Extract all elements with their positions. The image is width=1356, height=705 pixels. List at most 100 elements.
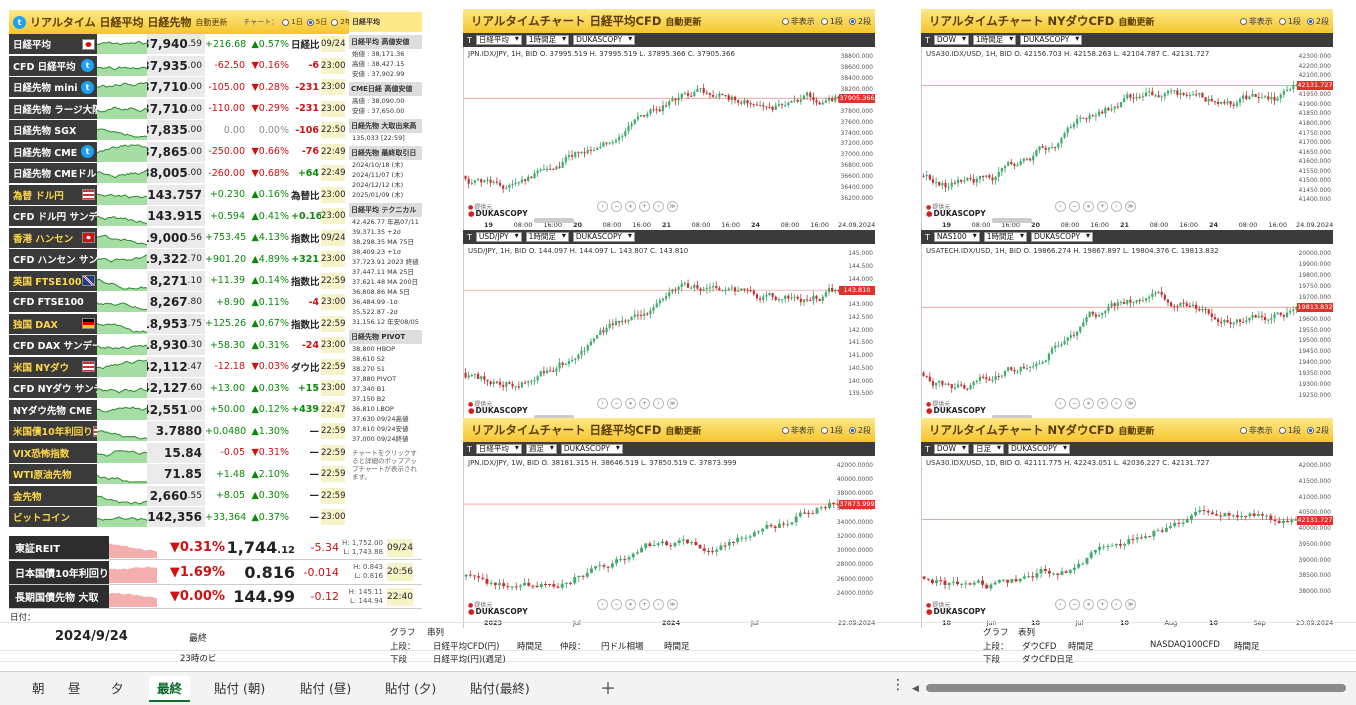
quote-name[interactable]: 英国 FTSE100 [9, 270, 97, 291]
quote-row[interactable]: 独国 DAX 18,953.75 +125.26 ▲0.67% 指数比 22:59 [9, 313, 349, 335]
quote-row[interactable]: 日経先物 CMEドル 38,005.00 -260.00 ▼0.68% +64 22:49 [9, 163, 349, 184]
chart-select[interactable]: USD/JPY [475, 232, 522, 242]
sparkline[interactable] [97, 485, 147, 506]
quote-row[interactable]: 香港 ハンセン 19,000.56 +753.45 ▲4.13% 指数比 09/24 [9, 227, 349, 249]
display-radio[interactable]: 2段 [848, 16, 871, 27]
candlestick-chart[interactable]: USA30.IDX/USD, 1H, BID O. 42156.703 H. 4… [921, 47, 1333, 230]
chart-scrollbar[interactable] [992, 415, 1032, 420]
bond-row[interactable]: 日本国債10年利回り ▼1.69% 0.816 -0.014 H: 0.843 L: 0.… [9, 560, 422, 585]
sparkline[interactable] [97, 421, 147, 441]
candlestick-chart[interactable]: USATECH.IDX/USD, 1H, BID O. 19866.274 H.… [921, 244, 1333, 427]
zoom-out-icon[interactable]: − [611, 599, 622, 610]
quote-row[interactable]: CFD ドル円 サンデー 143.915 +0.594 ▲0.41%+0.1623:0… [9, 206, 349, 227]
quote-row[interactable]: CFD FTSE100 8,267.80 +8.90 ▲0.11% -4 23:00 [9, 292, 349, 313]
quote-name[interactable]: CFD ハンセン サンデー [9, 249, 97, 269]
quote-row[interactable]: NYダウ先物 CME 42,551.00 +50.00 ▲0.12% +439 22:47 [9, 399, 349, 421]
sparkline[interactable] [97, 163, 147, 183]
pause-icon[interactable]: ⏸ [625, 599, 636, 610]
display-radio[interactable]: 1段 [820, 16, 843, 27]
chart-back-icon[interactable]: ‹ [597, 201, 608, 212]
chart-forward-icon[interactable]: › [1111, 599, 1122, 610]
quote-name[interactable]: 米国債10年利回り [9, 421, 97, 441]
chart-select[interactable]: DUKASCOPY [1031, 232, 1094, 242]
twitter-icon[interactable]: t [81, 145, 94, 158]
quote-row[interactable]: WTI原油先物 71.85 +1.48 ▲2.10% —22:59 [9, 464, 349, 485]
quote-row[interactable]: VIX恐怖指数 15.84 -0.05 ▼0.31% —22:59 [9, 442, 349, 464]
twitter-icon[interactable]: t [13, 15, 26, 29]
sparkline[interactable] [97, 464, 147, 484]
chart-back-icon[interactable]: ‹ [597, 599, 608, 610]
quote-name[interactable]: 独国 DAX [9, 313, 97, 334]
chart-end-icon[interactable]: ≫ [667, 599, 678, 610]
pause-icon[interactable]: ⏸ [1083, 398, 1094, 409]
chart-select[interactable]: DOW [933, 35, 969, 45]
quote-row[interactable]: CFD NYダウ サンデー 42,127.60 +13.00 ▲0.03% +1523:… [9, 378, 349, 399]
quote-name[interactable]: 日経平均 [9, 34, 97, 54]
quote-name[interactable]: 香港 ハンセン [9, 227, 97, 248]
chart-back-icon[interactable]: ‹ [1055, 599, 1066, 610]
chart-select[interactable]: DUKASCOPY [560, 444, 623, 454]
horizontal-scrollbar[interactable] [926, 684, 1346, 692]
chart-select[interactable]: DUKASCOPY [1008, 444, 1071, 454]
pause-icon[interactable]: ⏸ [1083, 599, 1094, 610]
chart-select[interactable]: DOW [933, 444, 969, 454]
quote-row[interactable]: 日経平均 37,940.59 +216.68 ▲0.57% 日経比 09/24 [9, 34, 349, 55]
sparkline[interactable] [97, 206, 147, 226]
chart-end-icon[interactable]: ≫ [667, 398, 678, 409]
chart-scrollbar[interactable] [992, 218, 1032, 223]
bond-row[interactable]: 東証REIT ▼0.31% 1,744.12 -5.34 H: 1,752.00 L: 1… [9, 536, 422, 560]
quote-name[interactable]: NYダウ先物 CME [9, 399, 97, 420]
range-radio-1d[interactable]: 1日 [282, 17, 303, 27]
pause-icon[interactable]: ⏸ [1083, 201, 1094, 212]
display-radio[interactable]: 2段 [1306, 16, 1329, 27]
more-options-icon[interactable]: ⋮ [891, 677, 905, 693]
quote-row[interactable]: CFD 日経平均 t 37,935.00 -62.50 ▼0.16% -6 23:00 [9, 55, 349, 77]
quote-row[interactable]: ビットコイン 9,142,356 +33,364 ▲0.37% —23:00 [9, 507, 349, 528]
zoom-in-icon[interactable]: + [1097, 201, 1108, 212]
quote-name[interactable]: VIX恐怖指数 [9, 442, 97, 463]
sparkline[interactable] [109, 585, 157, 608]
bond-row[interactable]: 長期国債先物 大取 ▼0.00% 144.99 -0.12 H: 145.11 L: 14… [9, 585, 422, 609]
pause-icon[interactable]: ⏸ [625, 398, 636, 409]
display-radio[interactable]: 非表示 [781, 425, 815, 436]
quote-row[interactable]: 日経先物 ラージ大阪 37,710.00 -110.00 ▼0.29% -231 23:0… [9, 98, 349, 120]
chart-back-icon[interactable]: ‹ [597, 398, 608, 409]
sparkline[interactable] [97, 442, 147, 463]
chart-back-icon[interactable]: ‹ [1055, 201, 1066, 212]
display-radio[interactable]: 非表示 [1239, 425, 1273, 436]
candlestick-chart[interactable]: JPN.IDX/JPY, 1W, BID O. 38181.315 H. 386… [463, 456, 875, 628]
quote-row[interactable]: 米国 NYダウ 42,112.47 -12.18 ▼0.03% ダウ比 22:59 [9, 356, 349, 378]
quote-name[interactable]: CFD DAX サンデー [9, 335, 97, 355]
display-radio[interactable]: 2段 [1306, 425, 1329, 436]
display-radio[interactable]: 非表示 [1239, 16, 1273, 27]
sheet-tab[interactable]: 貼付(最終) [470, 681, 530, 696]
zoom-in-icon[interactable]: + [639, 599, 650, 610]
quote-name[interactable]: ビットコイン [9, 507, 97, 527]
chart-end-icon[interactable]: ≫ [1125, 201, 1136, 212]
sparkline[interactable] [97, 335, 147, 355]
sheet-tab[interactable]: 昼 [68, 681, 81, 696]
display-radio[interactable]: 1段 [1278, 16, 1301, 27]
sparkline[interactable] [97, 141, 147, 162]
sparkline[interactable] [97, 34, 147, 54]
quote-name[interactable]: CFD NYダウ サンデー [9, 378, 97, 398]
chart-select[interactable]: 日足 [973, 444, 1004, 454]
sparkline[interactable] [97, 292, 147, 312]
zoom-out-icon[interactable]: − [1069, 201, 1080, 212]
sparkline[interactable] [97, 378, 147, 398]
sheet-tab[interactable]: 貼付 (昼) [300, 681, 352, 696]
chart-end-icon[interactable]: ≫ [1125, 599, 1136, 610]
chart-select[interactable]: 1時間足 [525, 232, 569, 242]
sparkline[interactable] [97, 313, 147, 334]
quote-name[interactable]: CFD ドル円 サンデー [9, 206, 97, 226]
sparkline[interactable] [97, 120, 147, 140]
candlestick-chart[interactable]: USA30.IDX/USD, 1D, BID O. 42111.775 H. 4… [921, 456, 1333, 628]
quote-name[interactable]: 金先物 [9, 485, 97, 506]
chart-back-icon[interactable]: ‹ [1055, 398, 1066, 409]
chart-menu-icon[interactable]: T [467, 35, 472, 45]
chart-scrollbar[interactable] [534, 415, 574, 420]
chart-forward-icon[interactable]: › [1111, 398, 1122, 409]
chart-forward-icon[interactable]: › [653, 201, 664, 212]
chart-forward-icon[interactable]: › [1111, 201, 1122, 212]
chart-select[interactable]: DUKASCOPY [573, 35, 636, 45]
